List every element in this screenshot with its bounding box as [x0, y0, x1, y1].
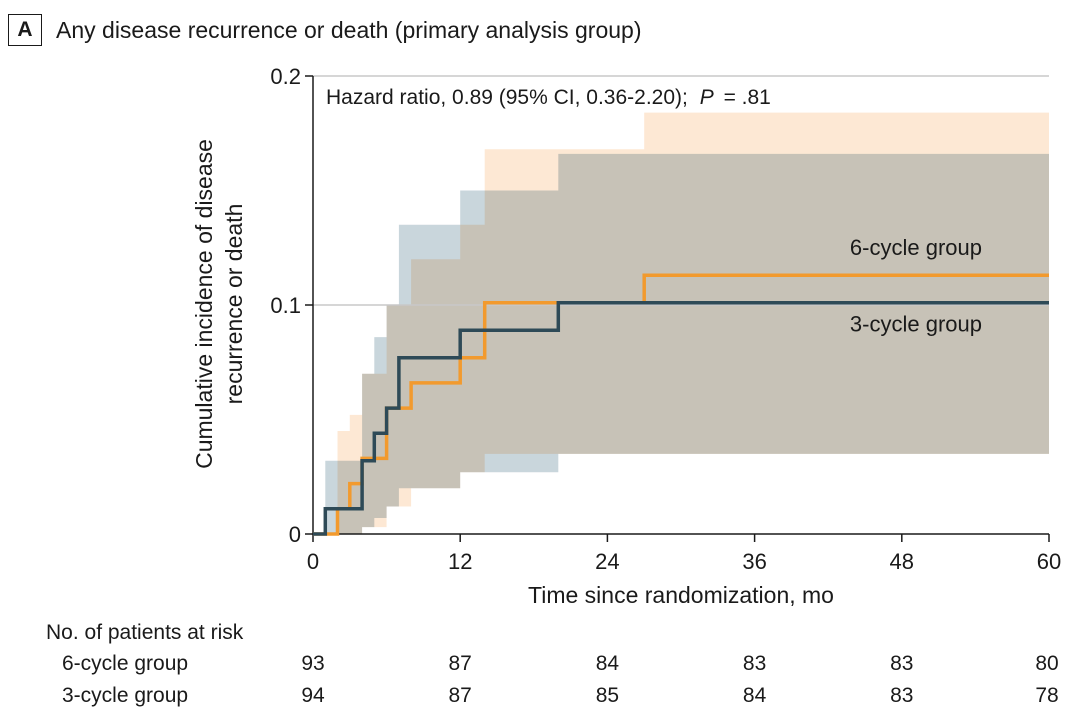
risk-count: 93 — [301, 652, 325, 675]
risk-count: 87 — [448, 684, 472, 707]
risk-count: 83 — [890, 652, 914, 675]
series-label: 3-cycle group — [850, 312, 982, 337]
risk-count: 78 — [1035, 684, 1059, 707]
x-tick-label: 36 — [742, 549, 766, 574]
risk-count: 83 — [890, 684, 914, 707]
ci-band — [313, 153, 1049, 534]
risk-row-label: 3-cycle group — [62, 684, 189, 707]
panel-title: Any disease recurrence or death (primary… — [56, 17, 642, 43]
risk-count: 84 — [595, 652, 620, 675]
y-tick-label: 0 — [289, 522, 301, 547]
gridlines — [313, 75, 1049, 306]
risk-table-title: No. of patients at risk — [46, 621, 244, 644]
hazard-ratio-annotation: Hazard ratio, 0.89 (95% CI, 0.36-2.20); … — [326, 86, 771, 109]
x-tick-label: 0 — [307, 549, 319, 574]
risk-row-label: 6-cycle group — [62, 652, 189, 675]
x-tick-label: 12 — [448, 549, 472, 574]
series-lines — [313, 273, 1049, 536]
confidence-bands — [313, 112, 1049, 534]
series-label: 6-cycle group — [850, 235, 982, 260]
risk-count: 94 — [301, 684, 325, 707]
y-tick-label: 0.1 — [270, 293, 301, 318]
y-axis-label: recurrence or death — [221, 204, 247, 405]
y-axis-label: Cumulative incidence of disease — [191, 139, 217, 469]
x-tick-label: 24 — [595, 549, 619, 574]
risk-count: 84 — [742, 684, 767, 707]
risk-count: 80 — [1035, 652, 1059, 675]
risk-count: 85 — [595, 684, 620, 707]
series-line — [313, 300, 1049, 536]
panel-label: A — [8, 14, 42, 46]
x-tick-label: 48 — [890, 549, 914, 574]
risk-count: 83 — [742, 652, 767, 675]
y-tick-label: 0.2 — [270, 64, 301, 89]
series-labels: 6-cycle group 3-cycle group — [850, 235, 982, 336]
axes: 0 0.1 0.2 0 12 24 36 48 60 — [270, 64, 1061, 574]
x-axis-label: Time since randomization, mo — [528, 582, 834, 608]
x-tick-label: 60 — [1037, 549, 1061, 574]
risk-count: 87 — [448, 652, 472, 675]
